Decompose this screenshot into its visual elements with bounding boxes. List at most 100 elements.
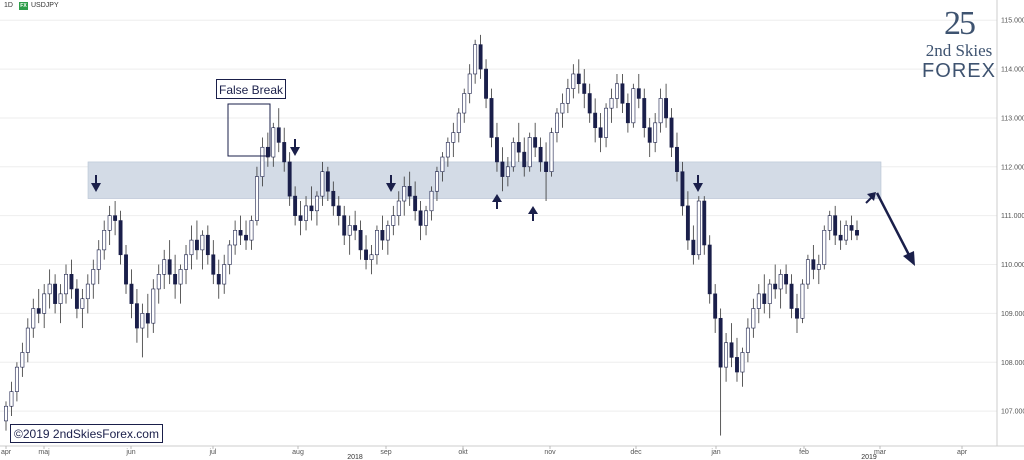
bull-candle (615, 83, 619, 99)
y-tick-label: 112.000 (1001, 164, 1024, 171)
bear-candle (380, 230, 385, 241)
month-label: jun (125, 449, 135, 456)
bear-candle (211, 254, 216, 275)
bear-candle (331, 190, 336, 207)
down-arrow-head (290, 147, 300, 156)
bear-candle (489, 98, 494, 138)
bull-candle (456, 112, 461, 133)
bear-candle (849, 225, 854, 231)
bear-candle (216, 274, 221, 285)
bear-candle (642, 98, 647, 129)
bull-candle (249, 220, 254, 241)
logo: 25 2nd Skies FOREX (918, 6, 1000, 90)
month-label: mar (874, 449, 887, 456)
bull-candle (227, 244, 232, 265)
bull-candle (151, 288, 156, 324)
bear-candle (276, 127, 281, 143)
projection-up-head (867, 192, 876, 201)
x-axis: apr maj jun jul aug sep okt nov dec jan feb mar apr 2… (1, 446, 968, 460)
resistance-zone (87, 161, 882, 199)
bear-candle (593, 112, 598, 129)
bear-candle (533, 137, 538, 148)
logo-line2: FOREX (922, 60, 996, 82)
bull-candle (435, 171, 439, 192)
up-arrow-head (492, 194, 502, 202)
bull-candle (58, 293, 63, 304)
bull-candle (571, 73, 576, 89)
bear-candle (855, 230, 859, 236)
bear-candle (522, 151, 527, 168)
bear-candle (325, 171, 330, 192)
bear-candle (582, 83, 587, 94)
bull-candle (91, 269, 96, 285)
year-label: 2019 (861, 454, 877, 460)
month-label: maj (38, 449, 50, 456)
bear-candle (516, 142, 521, 153)
bear-candle (495, 137, 499, 163)
projection-down-shaft (875, 192, 911, 256)
bull-candle (20, 352, 25, 368)
bull-candle (189, 239, 194, 256)
bull-candle (555, 112, 559, 133)
bull-candle (9, 391, 14, 407)
bear-candle (364, 249, 368, 260)
bear-candle (544, 161, 548, 172)
y-tick-label: 108.000 (1001, 360, 1024, 367)
bear-candle (36, 308, 41, 314)
bull-candle (369, 254, 374, 260)
bear-candle (287, 161, 292, 197)
bull-candle (375, 230, 379, 256)
bull-candle (178, 269, 183, 285)
projection-down-head (903, 251, 915, 266)
bull-candle (445, 142, 450, 158)
bull-candle (604, 107, 609, 138)
bear-candle (265, 146, 270, 158)
bull-candle (320, 171, 325, 197)
bear-candle (129, 283, 134, 304)
bear-candle (707, 244, 712, 295)
false-break-label: False Break (216, 79, 286, 99)
bull-candle (233, 230, 238, 246)
bear-candle (282, 142, 287, 163)
bear-candle (298, 215, 303, 221)
bull-candle (473, 44, 478, 75)
bull-candle (844, 225, 849, 241)
bull-candle (80, 298, 85, 309)
bull-candle (827, 215, 832, 231)
bear-candle (167, 259, 172, 275)
bear-candle (336, 205, 341, 216)
bear-candle (478, 44, 483, 70)
bear-candle (124, 254, 128, 285)
bear-candle (576, 73, 581, 85)
month-label: nov (544, 449, 556, 456)
month-label: dec (630, 449, 642, 456)
bear-candle (538, 146, 543, 163)
bear-candle (647, 127, 652, 143)
bull-candle (424, 210, 428, 226)
false-break-highlight (227, 103, 271, 157)
bull-candle (42, 293, 47, 314)
bull-candle (609, 98, 614, 109)
bull-candle (696, 200, 701, 256)
bear-candle (598, 127, 603, 138)
bear-candle (342, 215, 347, 236)
bear-candle (134, 303, 139, 329)
bull-candle (222, 264, 227, 285)
y-tick-label: 109.000 (1001, 311, 1024, 318)
bear-candle (718, 317, 723, 368)
bull-candle (751, 308, 756, 329)
bull-candle (140, 313, 145, 329)
bull-candle (200, 234, 205, 251)
bear-candle (309, 205, 314, 212)
bull-candle (653, 122, 658, 143)
logo-mark: 25 (944, 5, 976, 42)
bear-candle (484, 68, 488, 99)
y-tick-label: 113.000 (1001, 115, 1024, 122)
bear-candle (418, 210, 423, 226)
bear-candle (838, 234, 843, 241)
month-label: apr (1, 449, 12, 456)
bull-candle (14, 366, 19, 392)
bull-candle (347, 225, 352, 236)
bull-candle (549, 132, 554, 172)
